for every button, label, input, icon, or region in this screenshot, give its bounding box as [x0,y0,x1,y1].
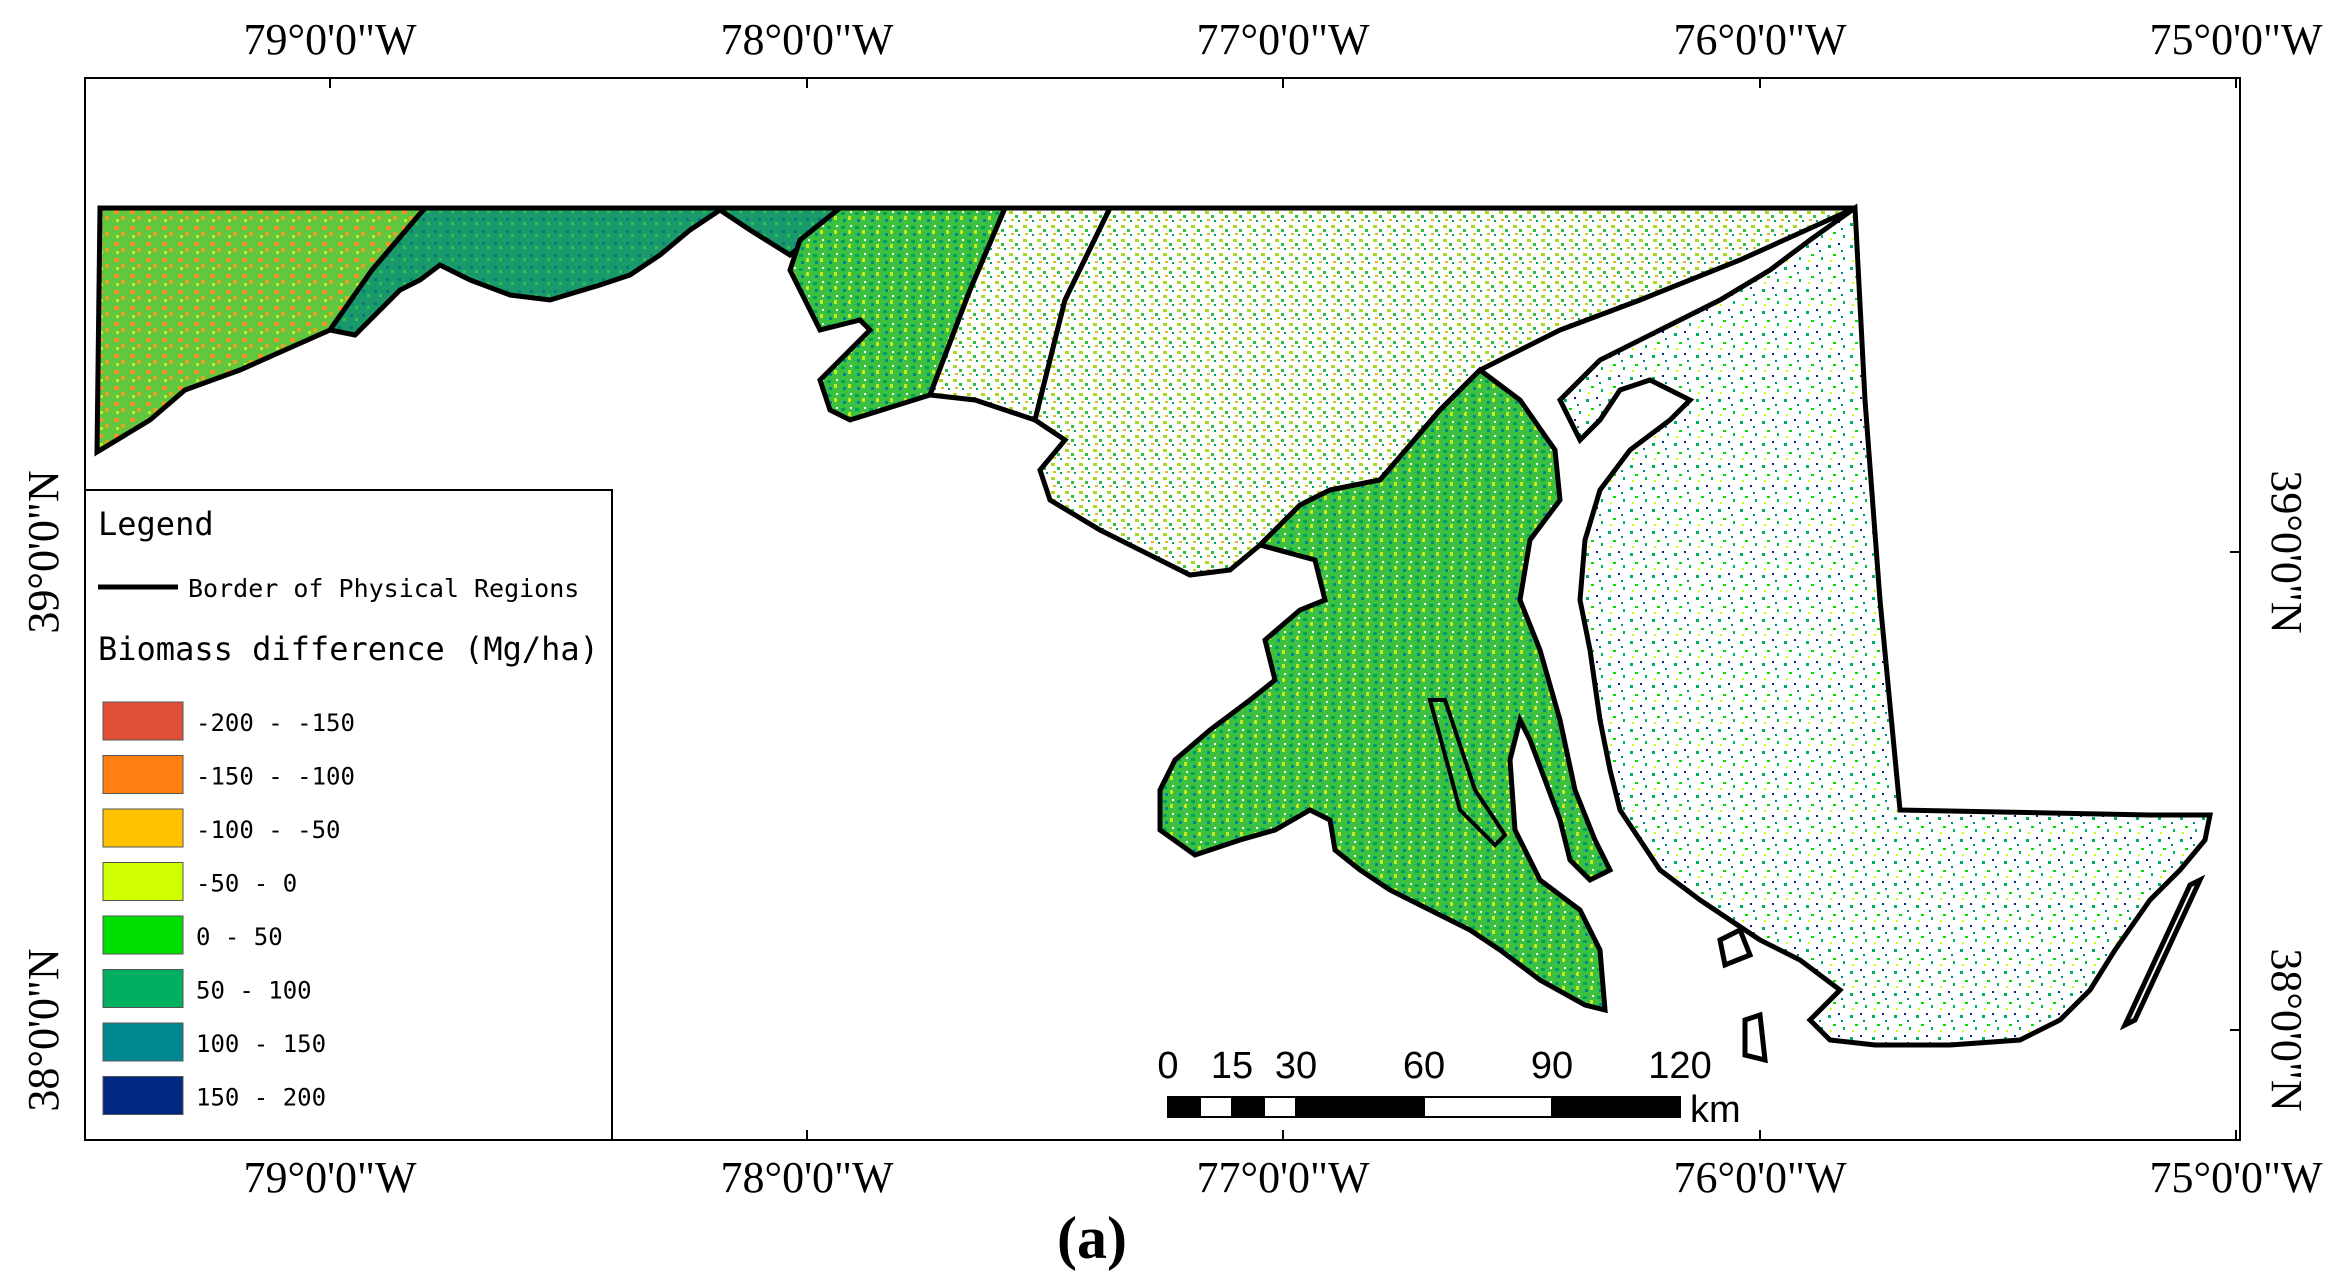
top-label-79w: 79°0'0"W [243,15,416,64]
top-label-78w: 78°0'0"W [720,15,893,64]
ridge-valley-region [325,205,846,338]
left-label-39n: 39°0'0"N [19,470,68,633]
bottom-coordinate-labels: 79°0'0"W 78°0'0"W 77°0'0"W 76°0'0"W 75°0… [243,1153,2322,1202]
bottom-label-75w: 75°0'0"W [2149,1153,2322,1202]
legend-class-label: 100 - 150 [196,1030,326,1058]
left-coordinate-labels: 39°0'0"N 38°0'0"N [19,470,68,1111]
scalebar-segment [1263,1096,1297,1118]
scalebar-unit: km [1690,1089,1741,1131]
left-label-38n: 38°0'0"N [19,948,68,1111]
legend-class-label: 150 - 200 [196,1084,326,1112]
western-shore-region [1157,366,1614,1014]
legend-swatch [102,969,184,1008]
bottom-label-79w: 79°0'0"W [243,1153,416,1202]
biomass-title: Biomass difference (Mg/ha) [98,630,599,668]
legend-class-label: -200 - -150 [196,709,355,737]
scalebar: 0 15 30 60 90 120 km [1157,1045,1740,1131]
legend-class-label: 50 - 100 [196,977,312,1005]
scalebar-segment [1231,1096,1265,1118]
legend-class-label: -150 - -100 [196,763,355,791]
figure-caption: (a) [1057,1205,1127,1271]
right-coordinate-labels: 39°0'0"N 38°0'0"N [2262,470,2311,1111]
scalebar-segment [1551,1096,1681,1118]
border-label: Border of Physical Regions [188,574,579,603]
legend-swatch [102,915,184,955]
legend-classes: -200 - -150 -150 - -100 -100 - -50 -50 - 0 0… [102,701,355,1115]
scalebar-tick-label: 0 [1157,1045,1178,1087]
legend-swatch [102,862,184,901]
scalebar-tick-label: 60 [1403,1045,1445,1087]
scalebar-segment [1423,1096,1553,1118]
legend-swatch [102,808,184,848]
maryland-map [94,203,2214,1064]
eastern-shore-region [1556,203,2214,1048]
scalebar-tick-label: 90 [1531,1045,1573,1087]
legend-swatch [102,755,184,794]
legend-swatch [102,1076,184,1115]
legend-class-label: -50 - 0 [196,870,297,898]
scalebar-tick-label: 15 [1211,1045,1253,1087]
scalebar-tick-label: 120 [1648,1045,1711,1087]
appalachian-plateau-region [94,205,431,457]
bottom-label-78w: 78°0'0"W [720,1153,893,1202]
bay-island [1717,926,1754,969]
legend-class-label: 0 - 50 [196,923,283,951]
scalebar-segment [1295,1096,1425,1118]
scalebar-segment [1199,1096,1233,1118]
bay-island [1742,1011,1768,1064]
bottom-label-77w: 77°0'0"W [1196,1153,1369,1202]
peninsula-strip [1427,698,1508,848]
legend-swatch [102,701,184,741]
scalebar-segment [1167,1096,1201,1118]
legend-title: Legend [98,505,214,543]
legend-class-label: -100 - -50 [196,816,341,844]
top-label-77w: 77°0'0"W [1196,15,1369,64]
top-label-75w: 75°0'0"W [2149,15,2322,64]
legend-swatch [102,1022,184,1062]
barrier-island [2119,874,2206,1031]
right-label-38n: 38°0'0"N [2262,948,2311,1111]
scalebar-tick-label: 30 [1275,1045,1317,1087]
legend: Legend Border of Physical Regions Biomas… [84,489,613,1141]
right-label-39n: 39°0'0"N [2262,470,2311,633]
bottom-label-76w: 76°0'0"W [1673,1153,1846,1202]
top-label-76w: 76°0'0"W [1673,15,1846,64]
top-coordinate-labels: 79°0'0"W 78°0'0"W 77°0'0"W 76°0'0"W 75°0… [243,15,2322,64]
